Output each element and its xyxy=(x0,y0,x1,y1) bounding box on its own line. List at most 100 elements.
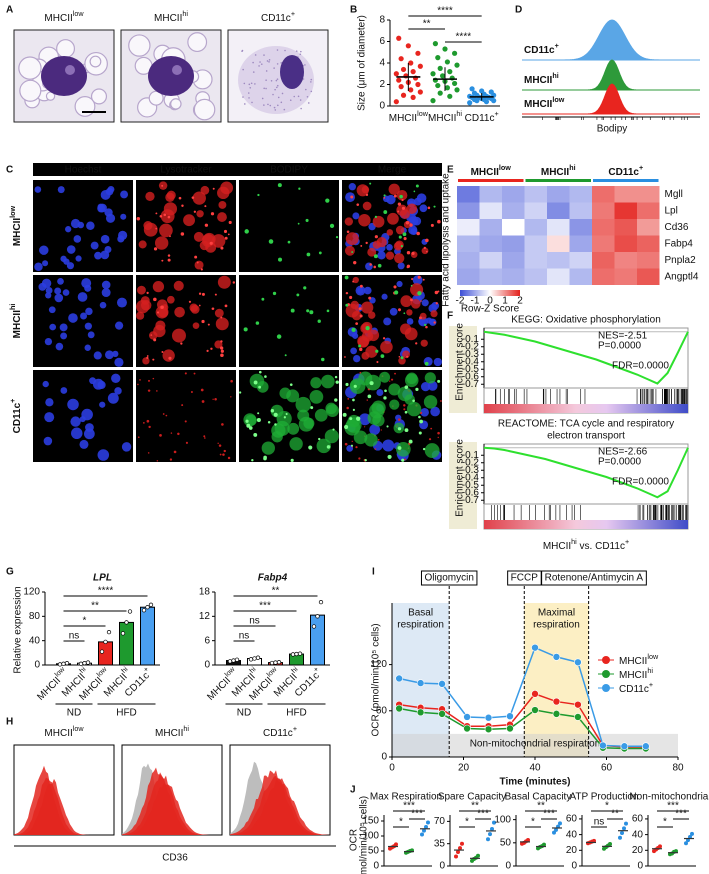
heatmap-cell xyxy=(614,268,637,285)
granule xyxy=(283,108,286,111)
cell-signal xyxy=(248,426,253,430)
cell-signal xyxy=(404,410,408,414)
cell-signal xyxy=(335,236,339,239)
cell-signal xyxy=(165,414,168,417)
cell-signal xyxy=(399,194,403,199)
plot-title: KEGG: Oxidative phosphorylation xyxy=(511,315,661,326)
cell-signal xyxy=(403,404,406,407)
cell-signal xyxy=(161,259,164,262)
cell-signal xyxy=(272,291,277,296)
cell-signal xyxy=(415,387,419,391)
cell-signal xyxy=(140,296,150,305)
label-text: MHCII xyxy=(524,99,553,110)
data-point xyxy=(531,690,539,698)
granule xyxy=(306,95,309,98)
data-point xyxy=(417,89,423,95)
cell-signal xyxy=(198,304,201,307)
cell-signal xyxy=(369,424,381,435)
y-tick-label: 100 xyxy=(494,814,511,825)
cell-signal xyxy=(321,357,325,362)
y-tick-label: 70 xyxy=(434,816,446,827)
cell-signal xyxy=(271,423,286,438)
cell-signal xyxy=(383,194,386,197)
data-point xyxy=(61,661,66,666)
cell-signal xyxy=(207,323,210,326)
x-tick-label: CD11c+ xyxy=(465,109,499,124)
cell-signal xyxy=(107,392,119,404)
cell-signal xyxy=(161,350,164,354)
granule xyxy=(265,70,268,72)
cell-signal xyxy=(217,212,227,222)
y-tick-label: -0.4 xyxy=(462,472,480,483)
granule xyxy=(252,71,255,73)
data-point xyxy=(456,849,460,854)
heatmap-cell xyxy=(569,235,592,252)
label-text: MHCII xyxy=(619,670,647,681)
cell-signal xyxy=(162,413,165,415)
data-point xyxy=(447,93,453,99)
cell-signal xyxy=(180,342,183,345)
data-point xyxy=(458,846,462,851)
label-text: CD11c xyxy=(608,167,639,178)
y-tick-label: -0.5 xyxy=(462,364,480,375)
label-sup: hi xyxy=(182,9,188,18)
cell-signal xyxy=(332,428,335,431)
cell-signal xyxy=(306,252,311,257)
data-point xyxy=(452,50,458,56)
cell-signal xyxy=(193,210,197,213)
cell-signal xyxy=(403,408,406,411)
cell-signal xyxy=(256,381,269,393)
cell-signal xyxy=(94,251,102,260)
cell-signal xyxy=(77,292,88,302)
group-label: MHCIIhi xyxy=(541,163,576,178)
data-point xyxy=(542,842,546,847)
group-label: ND xyxy=(67,708,81,719)
image-title: MHCIIhi xyxy=(154,9,188,24)
cell-signal xyxy=(367,247,377,257)
label-sup: hi xyxy=(247,664,258,675)
data-point xyxy=(141,608,147,613)
cell-signal xyxy=(277,183,282,188)
data-point xyxy=(554,827,558,832)
cell-signal xyxy=(316,438,331,454)
cell-signal xyxy=(203,435,206,438)
y-axis-label: Size (μm of diameter) xyxy=(357,15,368,111)
cell-signal xyxy=(181,404,184,407)
cell-signal xyxy=(349,417,353,421)
cell-signal xyxy=(398,308,402,312)
histogram xyxy=(14,778,114,835)
granule xyxy=(276,84,279,87)
data-point xyxy=(526,838,530,843)
cell-signal xyxy=(152,281,165,293)
data-point xyxy=(435,82,441,89)
cell-signal xyxy=(264,375,267,378)
cell-signal xyxy=(143,220,153,231)
data-point xyxy=(103,639,108,645)
granule xyxy=(268,59,271,61)
label-text: CD11c xyxy=(293,670,322,699)
group-bar xyxy=(458,179,524,182)
cell-signal xyxy=(75,255,82,262)
cell-signal xyxy=(243,413,257,427)
cell-signal xyxy=(413,197,422,206)
granule xyxy=(276,78,279,80)
cell-signal xyxy=(114,357,124,367)
label-sup: + xyxy=(625,537,629,546)
cell-signal xyxy=(424,372,436,384)
vacuole xyxy=(128,34,151,57)
cell-signal xyxy=(257,193,260,197)
cell-signal xyxy=(419,204,428,213)
channel-label: BODIPY xyxy=(270,165,308,176)
cell-signal xyxy=(54,293,64,303)
cell-signal xyxy=(309,310,314,315)
data-point xyxy=(488,832,492,837)
heatmap-cell xyxy=(479,202,502,219)
cell-signal xyxy=(215,317,229,331)
heatmap-cell xyxy=(592,219,615,236)
cell-signal xyxy=(420,339,428,347)
cell-signal xyxy=(360,323,371,334)
cell-signal xyxy=(170,432,173,434)
cell-signal xyxy=(412,399,415,403)
data-point xyxy=(395,674,403,683)
